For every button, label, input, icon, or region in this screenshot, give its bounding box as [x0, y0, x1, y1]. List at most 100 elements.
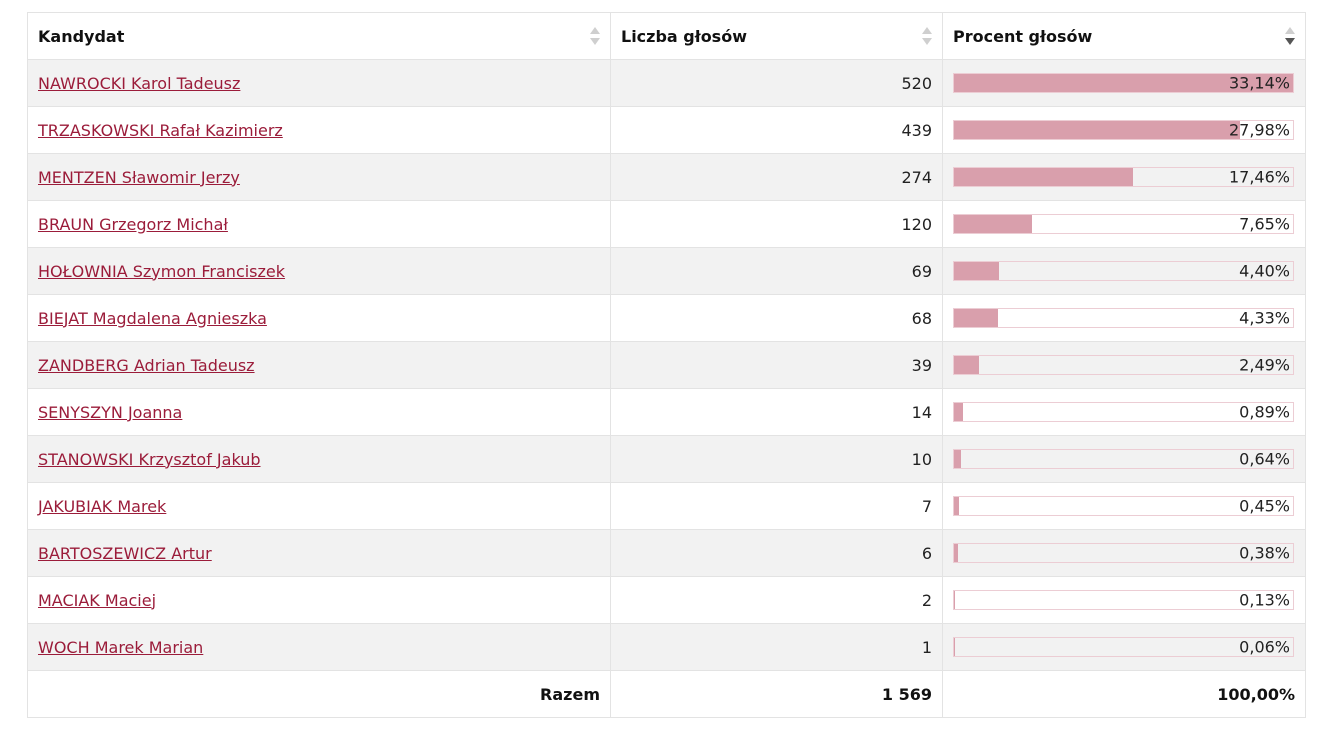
percent-bar-fill	[954, 309, 999, 327]
table-row: BARTOSZEWICZ Artur 6 0,38%	[27, 529, 1306, 577]
percent-bar-fill	[954, 74, 1293, 92]
percent-bar-fill	[954, 450, 961, 468]
candidate-link[interactable]: BRAUN Grzegorz Michał	[38, 214, 228, 234]
header-percent[interactable]: Procent głosów	[942, 12, 1306, 60]
table-row: NAWROCKI Karol Tadeusz 520 33,14%	[27, 59, 1306, 107]
percent-cell: 4,40%	[942, 247, 1306, 295]
header-percent-label: Procent głosów	[953, 26, 1093, 46]
percent-value: 17,46%	[1228, 167, 1290, 187]
results-table: Kandydat Liczba głosów Procent głosów NA…	[27, 12, 1306, 718]
total-row: Razem 1 569 100,00%	[27, 670, 1306, 718]
percent-bar: 7,65%	[953, 214, 1294, 234]
percent-cell: 7,65%	[942, 200, 1306, 248]
table-row: STANOWSKI Krzysztof Jakub 10 0,64%	[27, 435, 1306, 483]
candidate-cell: JAKUBIAK Marek	[27, 482, 611, 530]
percent-bar: 0,13%	[953, 590, 1294, 610]
percent-cell: 0,89%	[942, 388, 1306, 436]
header-votes[interactable]: Liczba głosów	[610, 12, 943, 60]
total-votes: 1 569	[610, 670, 943, 718]
candidate-cell: HOŁOWNIA Szymon Franciszek	[27, 247, 611, 295]
percent-value: 4,40%	[1239, 261, 1290, 281]
table-row: TRZASKOWSKI Rafał Kazimierz 439 27,98%	[27, 106, 1306, 154]
header-votes-label: Liczba głosów	[621, 26, 747, 46]
percent-cell: 0,64%	[942, 435, 1306, 483]
votes-cell: 6	[610, 529, 943, 577]
percent-value: 0,13%	[1239, 590, 1290, 610]
table-row: BRAUN Grzegorz Michał 120 7,65%	[27, 200, 1306, 248]
percent-value: 0,45%	[1239, 496, 1290, 516]
percent-cell: 33,14%	[942, 59, 1306, 107]
table-row: ZANDBERG Adrian Tadeusz 39 2,49%	[27, 341, 1306, 389]
total-percent: 100,00%	[942, 670, 1306, 718]
table-row: MACIAK Maciej 2 0,13%	[27, 576, 1306, 624]
votes-cell: 520	[610, 59, 943, 107]
table-row: WOCH Marek Marian 1 0,06%	[27, 623, 1306, 671]
percent-cell: 27,98%	[942, 106, 1306, 154]
votes-cell: 439	[610, 106, 943, 154]
percent-bar: 2,49%	[953, 355, 1294, 375]
percent-value: 33,14%	[1228, 73, 1290, 93]
results-table-container: Kandydat Liczba głosów Procent głosów NA…	[27, 12, 1306, 718]
percent-bar-fill	[954, 262, 999, 280]
table-row: HOŁOWNIA Szymon Franciszek 69 4,40%	[27, 247, 1306, 295]
percent-value: 2,49%	[1239, 355, 1290, 375]
candidate-cell: WOCH Marek Marian	[27, 623, 611, 671]
percent-bar: 0,89%	[953, 402, 1294, 422]
percent-value: 0,38%	[1239, 543, 1290, 563]
candidate-link[interactable]: TRZASKOWSKI Rafał Kazimierz	[38, 120, 283, 140]
votes-cell: 14	[610, 388, 943, 436]
votes-cell: 39	[610, 341, 943, 389]
votes-cell: 120	[610, 200, 943, 248]
header-row: Kandydat Liczba głosów Procent głosów	[27, 12, 1306, 60]
candidate-cell: BRAUN Grzegorz Michał	[27, 200, 611, 248]
percent-bar: 27,98%	[953, 120, 1294, 140]
candidate-link[interactable]: BARTOSZEWICZ Artur	[38, 543, 212, 563]
percent-bar-fill	[954, 356, 980, 374]
percent-bar-fill	[954, 121, 1241, 139]
candidate-link[interactable]: NAWROCKI Karol Tadeusz	[38, 73, 241, 93]
candidate-cell: SENYSZYN Joanna	[27, 388, 611, 436]
sort-both-icon[interactable]	[590, 27, 600, 45]
candidate-link[interactable]: JAKUBIAK Marek	[38, 496, 167, 516]
sort-descending-icon[interactable]	[1285, 27, 1295, 45]
percent-cell: 0,45%	[942, 482, 1306, 530]
candidate-link[interactable]: ZANDBERG Adrian Tadeusz	[38, 355, 255, 375]
candidate-cell: NAWROCKI Karol Tadeusz	[27, 59, 611, 107]
votes-cell: 1	[610, 623, 943, 671]
candidate-link[interactable]: MACIAK Maciej	[38, 590, 157, 610]
votes-cell: 10	[610, 435, 943, 483]
percent-bar: 0,06%	[953, 637, 1294, 657]
sort-both-icon[interactable]	[922, 27, 932, 45]
percent-value: 0,89%	[1239, 402, 1290, 422]
votes-cell: 7	[610, 482, 943, 530]
percent-cell: 4,33%	[942, 294, 1306, 342]
header-candidate[interactable]: Kandydat	[27, 12, 611, 60]
percent-cell: 2,49%	[942, 341, 1306, 389]
percent-bar-fill	[954, 403, 964, 421]
table-row: SENYSZYN Joanna 14 0,89%	[27, 388, 1306, 436]
percent-bar-fill	[954, 168, 1133, 186]
table-row: BIEJAT Magdalena Agnieszka 68 4,33%	[27, 294, 1306, 342]
percent-bar: 33,14%	[953, 73, 1294, 93]
percent-bar: 0,45%	[953, 496, 1294, 516]
table-footer: Razem 1 569 100,00%	[27, 670, 1306, 718]
candidate-link[interactable]: HOŁOWNIA Szymon Franciszek	[38, 261, 286, 281]
candidate-link[interactable]: MENTZEN Sławomir Jerzy	[38, 167, 240, 187]
percent-cell: 0,38%	[942, 529, 1306, 577]
percent-value: 0,06%	[1239, 637, 1290, 657]
header-candidate-label: Kandydat	[38, 26, 125, 46]
percent-value: 27,98%	[1228, 120, 1290, 140]
candidate-link[interactable]: WOCH Marek Marian	[38, 637, 204, 657]
percent-cell: 0,13%	[942, 576, 1306, 624]
candidate-link[interactable]: BIEJAT Magdalena Agnieszka	[38, 308, 267, 328]
table-header: Kandydat Liczba głosów Procent głosów	[27, 12, 1306, 60]
percent-value: 7,65%	[1239, 214, 1290, 234]
candidate-link[interactable]: STANOWSKI Krzysztof Jakub	[38, 449, 261, 469]
percent-value: 0,64%	[1239, 449, 1290, 469]
percent-cell: 0,06%	[942, 623, 1306, 671]
votes-cell: 69	[610, 247, 943, 295]
percent-bar: 0,64%	[953, 449, 1294, 469]
table-body: NAWROCKI Karol Tadeusz 520 33,14% TRZASKOWS…	[27, 59, 1306, 671]
percent-bar: 4,33%	[953, 308, 1294, 328]
candidate-link[interactable]: SENYSZYN Joanna	[38, 402, 183, 422]
